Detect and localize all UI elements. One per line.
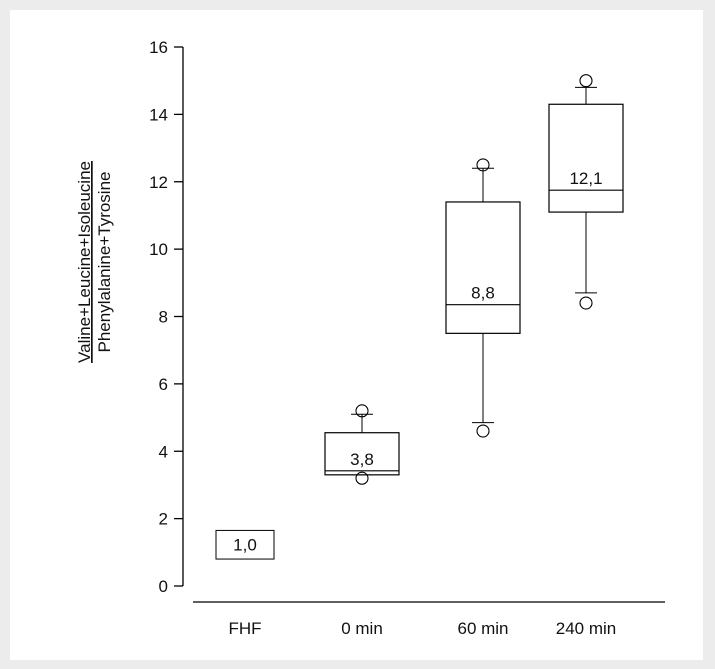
x-category-label: 60 min	[457, 619, 508, 638]
x-category-label: FHF	[228, 619, 261, 638]
y-tick-label: 14	[149, 105, 168, 124]
outlier-point	[476, 424, 490, 438]
outlier-point	[355, 404, 369, 418]
y-axis-label: Valine+Leucine+Isoleucine Phenylalanine+…	[75, 161, 114, 363]
box-plot-chart: 0 2 4 6 8 10 12 14 16 FHF 0 min 60 min 240 min Vali…	[75, 38, 665, 638]
iqr-box	[445, 201, 521, 334]
x-category-label: 0 min	[341, 619, 383, 638]
y-tick-label: 0	[159, 577, 168, 596]
outlier-point	[579, 296, 593, 310]
y-tick-label: 12	[149, 173, 168, 192]
box-median-label: 12,1	[569, 169, 602, 188]
iqr-box	[548, 103, 624, 213]
y-tick-label: 10	[149, 240, 168, 259]
y-tick-label: 6	[159, 375, 168, 394]
box-median-label: 8,8	[471, 284, 495, 303]
chart-figure: 0 2 4 6 8 10 12 14 16 FHF 0 min 60 min 240 min Vali…	[10, 10, 703, 660]
box-240-min: 12,1	[548, 74, 624, 310]
outlier-point	[355, 471, 369, 485]
box-60-min: 8,8	[445, 158, 521, 438]
box-fhf: 1,0	[215, 529, 275, 560]
label-box	[215, 529, 275, 560]
y-axis: 0 2 4 6 8 10 12 14 16	[149, 38, 184, 596]
x-axis: FHF 0 min 60 min 240 min	[193, 601, 665, 638]
box-median-label: 3,8	[350, 450, 374, 469]
y-tick-label: 2	[159, 510, 168, 529]
outlier-point	[579, 74, 593, 88]
y-axis-label-numerator: Valine+Leucine+Isoleucine	[75, 161, 94, 363]
y-tick-label: 8	[159, 308, 168, 327]
iqr-box	[324, 432, 400, 476]
x-category-label: 240 min	[556, 619, 616, 638]
box-0-min: 3,8	[324, 404, 400, 485]
boxes: 1,0 3,8 8,8 12,1	[215, 74, 624, 560]
y-tick-label: 16	[149, 38, 168, 57]
y-tick-label: 4	[159, 442, 168, 461]
outlier-point	[476, 158, 490, 172]
box-median-label: 1,0	[233, 536, 257, 555]
y-axis-label-denominator: Phenylalanine+Tyrosine	[95, 172, 114, 353]
